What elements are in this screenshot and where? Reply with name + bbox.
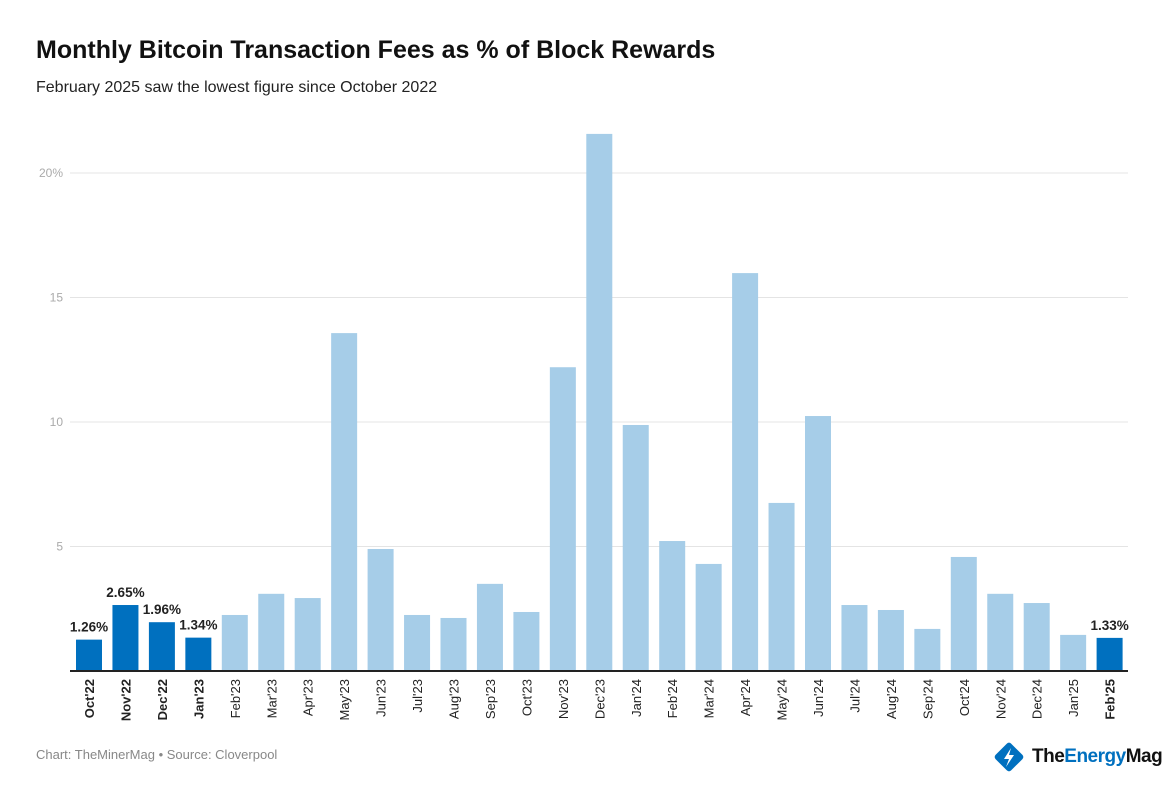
bar [695,563,722,671]
bar [404,614,431,671]
bar [1096,637,1123,671]
bar [112,605,139,671]
bar [294,598,321,671]
x-tick-label: Oct'22 [82,679,97,718]
x-tick-label: Jun'23 [374,679,389,717]
x-tick-label: Mar'24 [702,679,717,718]
bar [877,609,904,671]
bar [148,622,175,671]
x-tick-label: May'23 [337,679,352,721]
chart-subtitle: February 2025 saw the lowest figure sinc… [36,79,438,96]
x-tick-label: Dec'23 [592,679,607,719]
x-tick-label: Jan'24 [629,679,644,717]
x-tick-label: Feb'24 [665,679,680,718]
bar [476,583,503,671]
x-tick-label: Nov'23 [556,679,571,719]
bar [768,502,795,671]
x-tick-label: Aug'24 [884,679,899,719]
x-tick-label: May'24 [775,679,790,721]
bar [221,614,248,671]
x-tick-label: Jan'23 [191,679,206,719]
x-tick-label: Aug'23 [447,679,462,719]
x-tick-label: Dec'22 [155,679,170,720]
data-label: 2.65% [106,585,144,600]
bar [258,593,285,671]
bar [76,639,102,671]
bar [1023,603,1050,671]
bar [950,556,977,671]
x-tick-label: Dec'24 [1030,679,1045,719]
x-tick-label: Jun'24 [811,679,826,717]
y-tick-label: 15 [50,291,64,305]
y-tick-label: 10 [50,415,64,429]
bar [805,416,831,671]
bar [185,637,212,671]
x-tick-label: Feb'25 [1103,679,1118,720]
bar [914,628,941,671]
logo-text-mag: Mag [1125,746,1163,767]
bar [622,424,649,671]
logo-text-energy: Energy [1064,746,1126,767]
bar [440,617,467,671]
x-tick-label: Oct'24 [957,679,972,716]
bar [987,593,1014,671]
x-tick-label: Mar'23 [264,679,279,718]
bar [586,133,613,672]
bar [331,333,358,671]
data-label: 1.96% [143,602,181,617]
chart-title: Monthly Bitcoin Transaction Fees as % of… [36,36,716,64]
data-label: 1.26% [70,620,108,635]
x-tick-label: Sep'24 [920,679,935,719]
x-tick-label: Sep'23 [483,679,498,719]
data-label: 1.33% [1090,618,1128,633]
bar [513,611,540,671]
bar [841,605,868,671]
x-tick-label: Jul'24 [847,679,862,713]
bar [549,367,576,671]
y-tick-label: 20% [39,166,63,180]
x-tick-label: Jan'25 [1066,679,1081,717]
x-tick-label: Apr'23 [301,679,316,716]
logo-text-the: The [1032,746,1065,767]
data-label: 1.34% [179,618,217,633]
x-tick-label: Nov'22 [118,679,133,721]
bar [732,273,759,671]
x-tick-label: Apr'24 [738,679,753,716]
source-note: Chart: TheMinerMag • Source: Cloverpool [36,747,278,762]
x-tick-label: Feb'23 [228,679,243,718]
bar [659,541,686,671]
theenergymag-logo: The Energy Mag [992,740,1163,774]
lightning-diamond-icon [994,742,1024,772]
bar [367,548,394,671]
x-tick-label: Nov'24 [993,679,1008,719]
bar [1060,634,1087,671]
x-tick-label: Jul'23 [410,679,425,713]
y-tick-label: 5 [56,540,63,554]
x-tick-label: Oct'23 [519,679,534,716]
